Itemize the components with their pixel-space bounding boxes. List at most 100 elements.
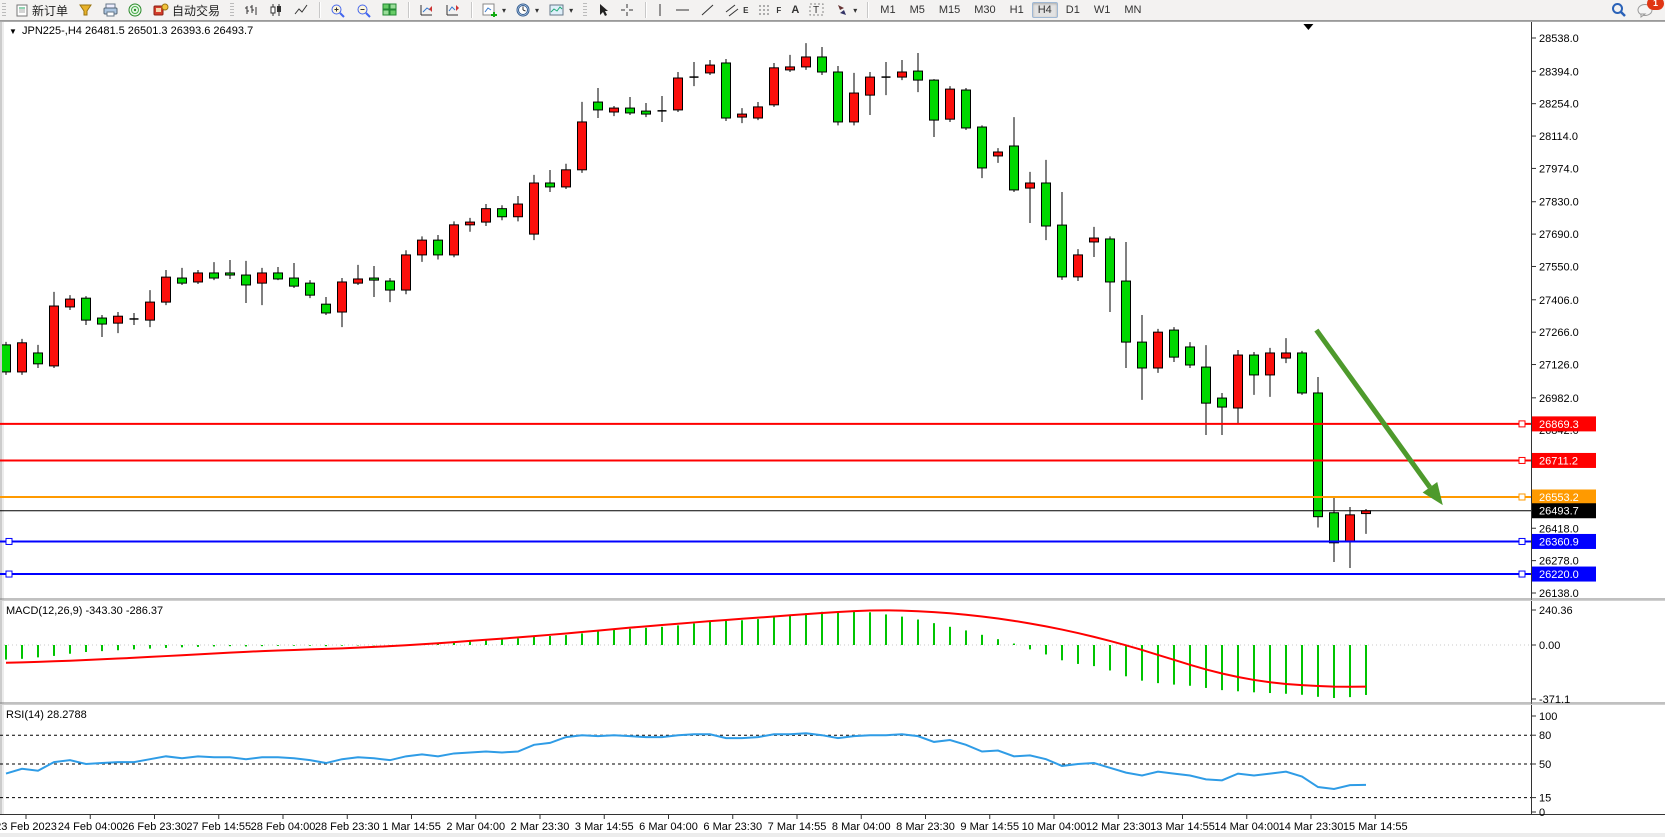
svg-text:8 Mar 23:30: 8 Mar 23:30 (896, 821, 955, 833)
svg-text:7 Mar 14:55: 7 Mar 14:55 (768, 821, 827, 833)
svg-text:12 Mar 23:30: 12 Mar 23:30 (1086, 821, 1151, 833)
toolbar-group-handle[interactable] (230, 3, 235, 17)
bar-chart-mode-button[interactable] (239, 1, 264, 19)
time-axis[interactable]: 23 Feb 2023 24 Feb 04:00 26 Feb 23:30 27 Fe… (0, 815, 1408, 833)
arrows-caret-icon: ▾ (853, 5, 858, 15)
line-chart-mode-button[interactable] (289, 1, 314, 19)
svg-text:8 Mar 04:00: 8 Mar 04:00 (832, 821, 891, 833)
text-tool-letter: A (791, 4, 800, 16)
toolbar-group-handle-2[interactable] (583, 3, 588, 17)
fibo-letter: F (776, 5, 782, 15)
svg-text:0: 0 (1539, 807, 1545, 819)
auto-trading-button[interactable]: 自动交易 (148, 0, 225, 21)
main-toolbar: 新订单 自动交易 (0, 0, 1665, 21)
tf-h1-button[interactable]: H1 (1009, 4, 1024, 16)
svg-text:1 Mar 14:55: 1 Mar 14:55 (382, 821, 441, 833)
chart-shift-button[interactable] (440, 1, 466, 19)
svg-text:240.36: 240.36 (1539, 605, 1573, 617)
tf-m1-button[interactable]: M1 (880, 4, 896, 16)
zoom-in-button[interactable] (325, 1, 351, 20)
rsi-label: RSI(14) 28.2788 (6, 709, 87, 721)
tf-h4-button[interactable]: H4 (1031, 2, 1058, 18)
tf-m15-button[interactable]: M15 (938, 4, 961, 16)
svg-text:27126.0: 27126.0 (1539, 360, 1579, 372)
print-button[interactable] (98, 1, 123, 19)
search-button[interactable] (1606, 0, 1632, 20)
tf-w1-button[interactable]: W1 (1093, 4, 1111, 16)
info-icon (128, 3, 143, 18)
svg-text:13 Mar 14:55: 13 Mar 14:55 (1150, 821, 1215, 833)
svg-text:26 Feb 23:30: 26 Feb 23:30 (122, 821, 187, 833)
toolbar-drag-handle[interactable] (2, 3, 6, 17)
tf-mn-button[interactable]: MN (1124, 4, 1142, 16)
price-axis[interactable]: 28538.0 28394.0 28254.0 28114.0 27974.0 27830… (1531, 33, 1596, 600)
svg-text:27974.0: 27974.0 (1539, 163, 1579, 175)
auto-scroll-button[interactable] (414, 1, 440, 19)
svg-text:6 Mar 23:30: 6 Mar 23:30 (703, 821, 762, 833)
periods-caret-icon: ▾ (535, 5, 540, 15)
funnel-icon (78, 3, 93, 17)
chart-title: ▼ JPN225-,H4 26481.5 26501.3 26393.6 2649… (9, 25, 253, 37)
svg-text:26138.0: 26138.0 (1539, 588, 1579, 600)
search-icon (1611, 2, 1627, 18)
tf-m5-button[interactable]: M5 (909, 4, 925, 16)
svg-text:2 Mar 04:00: 2 Mar 04:00 (446, 821, 505, 833)
svg-text:6 Mar 04:00: 6 Mar 04:00 (639, 821, 698, 833)
svg-text:T: T (813, 5, 819, 16)
svg-text:14 Mar 04:00: 14 Mar 04:00 (1214, 821, 1279, 833)
trendline-tool-button[interactable] (695, 1, 720, 19)
svg-text:3 Mar 14:55: 3 Mar 14:55 (575, 821, 634, 833)
svg-text:28 Feb 04:00: 28 Feb 04:00 (251, 821, 316, 833)
indicators-button[interactable]: ▾ (477, 1, 511, 19)
svg-text:100: 100 (1539, 711, 1557, 723)
candlestick-mode-button[interactable] (264, 1, 289, 19)
about-button[interactable] (123, 1, 148, 20)
svg-text:26220.0: 26220.0 (1539, 569, 1579, 581)
tile-windows-button[interactable] (377, 1, 403, 19)
svg-text:27550.0: 27550.0 (1539, 261, 1579, 273)
periods-button[interactable]: ▾ (511, 1, 544, 20)
svg-text:28538.0: 28538.0 (1539, 33, 1579, 45)
svg-text:27406.0: 27406.0 (1539, 295, 1579, 307)
svg-text:9 Mar 14:55: 9 Mar 14:55 (960, 821, 1019, 833)
svg-text:26418.0: 26418.0 (1539, 523, 1579, 535)
arrows-tool-button[interactable]: ▾ (830, 1, 862, 19)
svg-text:14 Mar 23:30: 14 Mar 23:30 (1279, 821, 1344, 833)
auto-trading-icon (153, 3, 169, 17)
auto-trading-label: 自动交易 (172, 3, 221, 18)
svg-text:10 Mar 04:00: 10 Mar 04:00 (1022, 821, 1087, 833)
templates-button[interactable]: ▾ (544, 2, 578, 19)
fibonacci-tool-button[interactable]: F (753, 1, 786, 19)
cursor-tool-button[interactable] (592, 1, 615, 19)
symbol-ohlc-title: JPN225-,H4 26481.5 26501.3 26393.6 26493… (22, 25, 253, 37)
tf-m30-button[interactable]: M30 (974, 4, 996, 16)
svg-text:2 Mar 23:30: 2 Mar 23:30 (511, 821, 570, 833)
templates-caret-icon: ▾ (569, 5, 574, 15)
horizontal-lines[interactable] (0, 420, 1531, 578)
svg-text:-371.1: -371.1 (1539, 694, 1570, 706)
new-order-button[interactable]: 新订单 (11, 0, 73, 21)
vertical-line-tool-button[interactable] (651, 1, 670, 19)
tf-d1-button[interactable]: D1 (1065, 4, 1080, 16)
new-order-label: 新订单 (32, 3, 69, 18)
horizontal-line-tool-button[interactable] (670, 1, 695, 19)
rsi-panel: RSI(14) 28.2788 100 80 50 15 0 (0, 709, 1557, 819)
printer-icon (103, 3, 118, 17)
text-tool-button[interactable]: A (786, 2, 804, 18)
svg-text:26553.2: 26553.2 (1539, 492, 1579, 504)
chart-menu-arrow: ▼ (9, 27, 17, 36)
zoom-out-button[interactable] (351, 1, 377, 20)
notifications-button[interactable]: 1 (1632, 0, 1664, 20)
chart-background (0, 20, 1665, 837)
svg-text:26982.0: 26982.0 (1539, 393, 1579, 405)
crosshair-tool-button[interactable] (615, 1, 640, 19)
channel-tool-button[interactable]: E (720, 1, 753, 19)
channel-letter: E (743, 5, 749, 15)
svg-text:15 Mar 14:55: 15 Mar 14:55 (1343, 821, 1408, 833)
trend-arrow[interactable] (1314, 328, 1443, 506)
svg-text:28 Feb 23:30: 28 Feb 23:30 (315, 821, 380, 833)
text-label-tool-button[interactable]: T (804, 1, 830, 19)
svg-text:28254.0: 28254.0 (1539, 99, 1579, 111)
metaquotes-funnel-button[interactable] (73, 1, 98, 19)
